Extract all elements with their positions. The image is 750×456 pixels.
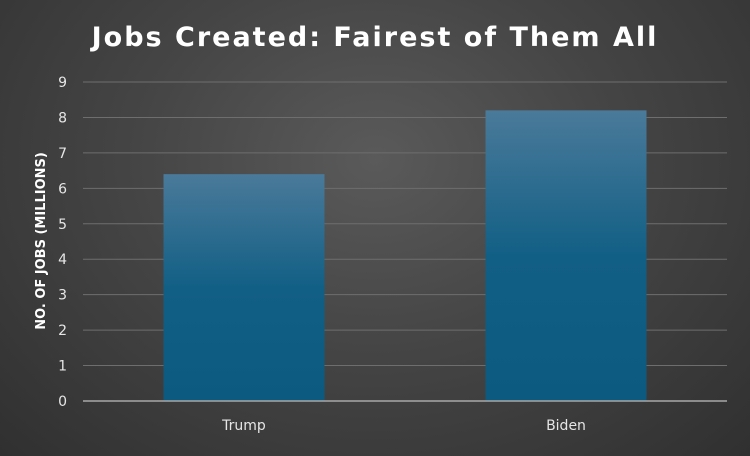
chart-title: Jobs Created: Fairest of Them All (90, 22, 659, 53)
bars (163, 110, 647, 401)
y-tick-label: 2 (58, 323, 67, 339)
y-tick-label: 7 (58, 146, 67, 162)
y-tick-label: 5 (58, 217, 67, 233)
x-axis-ticks: Trump Biden (221, 418, 586, 434)
y-axis-label: NO. OF JOBS (MILLIONS) (34, 152, 49, 330)
bar-biden (485, 110, 647, 401)
y-tick-label: 3 (58, 288, 67, 304)
y-tick-label: 9 (58, 75, 67, 91)
x-tick-label-trump: Trump (221, 418, 266, 434)
y-tick-label: 6 (58, 181, 67, 197)
y-tick-label: 4 (58, 252, 67, 268)
y-tick-label: 8 (58, 110, 67, 126)
y-axis-ticks: 0 1 2 3 4 5 6 7 8 9 (58, 75, 67, 410)
y-tick-label: 1 (58, 359, 67, 375)
x-tick-label-biden: Biden (546, 418, 586, 434)
y-tick-label: 0 (58, 394, 67, 410)
bar-trump (163, 174, 325, 401)
